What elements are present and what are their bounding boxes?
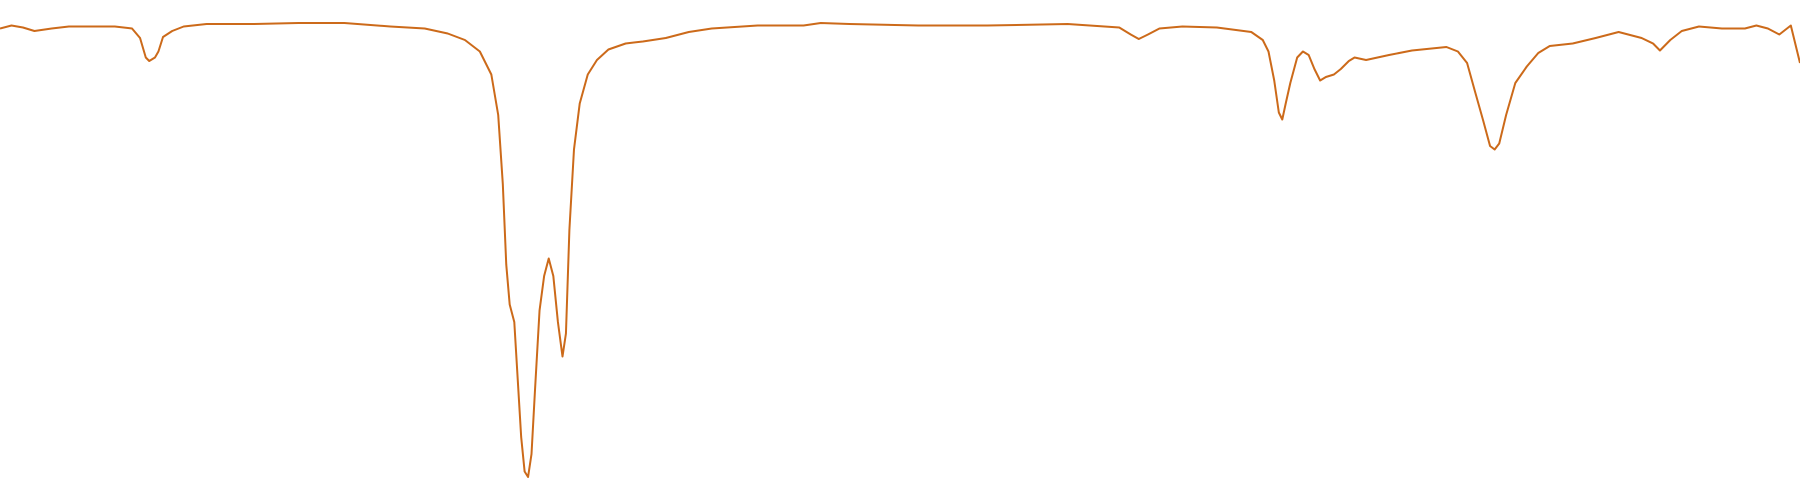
spectrum-line [0,22,1800,478]
